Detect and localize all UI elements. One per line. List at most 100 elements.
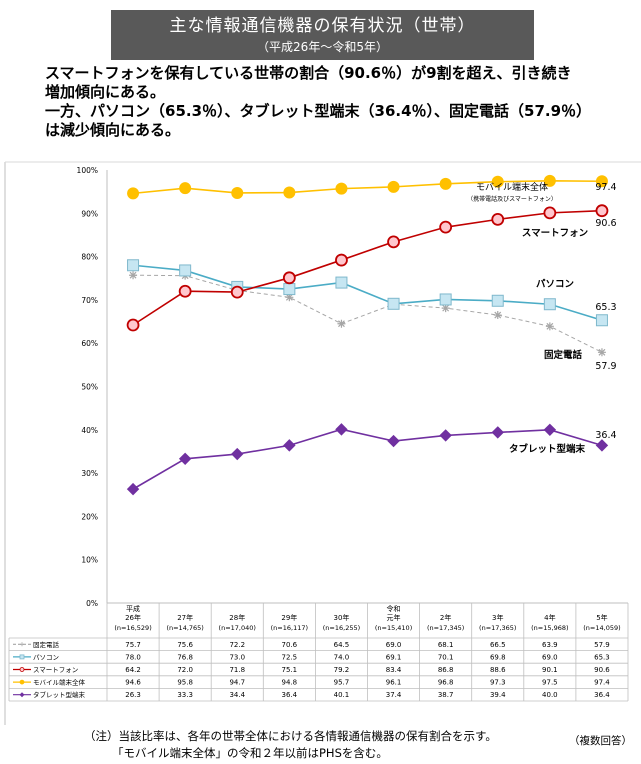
table-cell: 86.8	[438, 666, 454, 674]
table-cell: 70.6	[282, 641, 298, 649]
category-label: 29年	[281, 613, 297, 622]
category-label: 平成	[126, 604, 140, 613]
summary-line-1: スマートフォンを保有している世帯の割合（90.6％）が9割を超え、引き続き	[45, 64, 572, 82]
footnote-line-2: 「モバイル端末全体」の令和２年以前はPHSを含む。	[112, 746, 388, 760]
data-point	[439, 293, 452, 306]
table-cell: 71.8	[229, 666, 245, 674]
series-label-mobile: モバイル端末全体	[476, 181, 548, 193]
y-tick-label: 70%	[81, 296, 98, 305]
data-table: 平成26年 (n=16,529) 27年 (n=14,765) 28年 (n=17,040…	[8, 603, 629, 702]
table-legend-mobile: モバイル端末全体	[13, 678, 86, 687]
table-cell: 97.5	[542, 679, 558, 687]
table-cell: 40.1	[334, 691, 350, 699]
title-box: 主な情報通信機器の保有状況（世帯） （平成26年～令和5年）	[111, 10, 534, 60]
y-tick-label: 10%	[81, 556, 98, 565]
series-sublabel-mobile: （携帯電話及びスマートフォン）	[467, 195, 557, 203]
table-cell: 65.3	[594, 653, 610, 661]
summary-line-4: は減少傾向にある。	[45, 121, 181, 139]
table-cell: 72.2	[229, 641, 245, 649]
table-cell: 36.4	[282, 691, 298, 699]
data-point	[129, 271, 138, 280]
series-pc	[127, 259, 608, 327]
table-legend-smart: スマートフォン	[13, 666, 78, 674]
data-point	[231, 447, 244, 461]
y-tick-label: 30%	[81, 469, 98, 478]
y-tick-label: 100%	[77, 166, 98, 175]
table-cell: 97.4	[594, 679, 610, 687]
data-point	[441, 304, 450, 313]
data-point	[543, 174, 556, 187]
data-point	[387, 235, 400, 249]
category-n-label: (n=17,040)	[219, 624, 256, 632]
category-n-label: (n=15,410)	[375, 624, 412, 632]
table-legend-tablet: タブレット型端末	[13, 690, 86, 699]
table-legend-fixed: 固定電話	[13, 640, 60, 649]
table-cell: 73.0	[229, 653, 245, 661]
data-point	[337, 319, 346, 328]
table-cell: 66.5	[490, 641, 506, 649]
table-cell: 68.1	[438, 641, 454, 649]
y-tick-label: 20%	[81, 512, 98, 521]
data-point	[127, 259, 140, 272]
data-point	[127, 187, 140, 200]
legend-marker	[19, 667, 25, 672]
y-tick-label: 0%	[86, 599, 98, 608]
data-point	[545, 322, 554, 331]
table-cell: 26.3	[125, 691, 141, 699]
end-value-pc: 65.3	[595, 302, 616, 313]
table-cell: 96.8	[438, 679, 454, 687]
data-point	[283, 283, 296, 296]
data-point	[595, 204, 609, 218]
data-point	[283, 186, 296, 199]
legend-marker	[19, 654, 25, 660]
data-point	[491, 426, 504, 439]
category-n-label: (n=16,117)	[271, 624, 308, 632]
table-cell: 78.0	[125, 653, 141, 661]
legend-label: パソコン	[33, 653, 59, 661]
table-cell: 64.2	[125, 666, 141, 674]
data-point	[335, 423, 348, 436]
data-point	[491, 294, 504, 307]
table-cell: 79.2	[334, 666, 350, 674]
table-cell: 75.1	[282, 666, 298, 674]
data-point	[543, 423, 557, 437]
category-label: 5年	[596, 613, 607, 622]
series-mobile	[127, 174, 608, 200]
data-point	[335, 276, 348, 289]
legend-marker	[20, 642, 24, 647]
category-n-label: (n=14,765)	[166, 624, 203, 632]
footnote-line-1: （注）当該比率は、各年の世帯全体における各情報通信機器の保有割合を示す。	[84, 729, 497, 743]
category-label: 4年	[544, 613, 555, 622]
data-point	[439, 220, 453, 234]
table-cell: 69.1	[386, 653, 402, 661]
data-point	[285, 293, 294, 302]
category-n-label: (n=17,345)	[427, 624, 464, 632]
table-cell: 69.0	[386, 641, 402, 649]
data-point	[335, 253, 348, 267]
legend-marker	[19, 679, 25, 685]
data-point	[387, 180, 400, 193]
data-point	[595, 314, 608, 327]
data-point	[387, 434, 400, 448]
category-label: 30年	[333, 613, 349, 622]
table-cell: 57.9	[594, 641, 610, 649]
table-cell: 39.4	[490, 691, 506, 699]
category-label: 27年	[177, 613, 193, 622]
y-tick-label: 80%	[81, 253, 98, 262]
table-cell: 83.4	[386, 666, 402, 674]
table-cell: 94.8	[282, 679, 298, 687]
data-point	[595, 439, 609, 452]
y-tick-label: 90%	[81, 209, 98, 218]
table-cell: 33.3	[177, 691, 193, 699]
data-point	[283, 439, 296, 452]
table-cell: 74.0	[334, 653, 350, 661]
table-cell: 63.9	[542, 641, 558, 649]
chart-title: 主な情報通信機器の保有状況（世帯）	[169, 16, 476, 36]
category-n-label: (n=17,365)	[479, 624, 516, 632]
data-point	[439, 177, 452, 190]
table-cell: 70.1	[438, 653, 454, 661]
y-tick-label: 50%	[81, 383, 98, 392]
category-label: 26年	[125, 613, 141, 622]
series-smart	[126, 204, 609, 332]
category-label: 令和	[387, 604, 401, 613]
